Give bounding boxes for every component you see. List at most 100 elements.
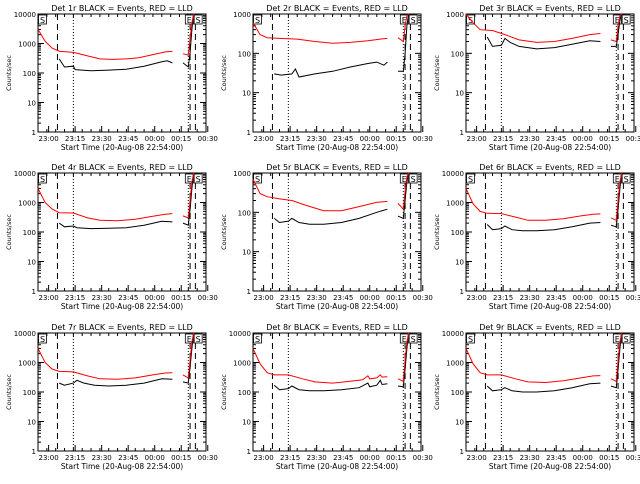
y-tick-label: 10000 xyxy=(442,330,464,338)
y-tick-label: 100 xyxy=(451,50,464,58)
marker-label: S xyxy=(624,335,629,344)
x-tick-label: 00:15 xyxy=(171,135,191,143)
x-axis-label: Start Time (20-Aug-08 22:54:00) xyxy=(276,143,398,152)
y-tick-label: 100 xyxy=(238,209,251,217)
x-axis-label: Start Time (20-Aug-08 22:54:00) xyxy=(489,143,611,152)
y-tick-label: 1 xyxy=(32,448,36,456)
marker-label: S xyxy=(40,335,45,344)
y-axis-label: Counts/sec xyxy=(433,374,441,410)
x-tick-label: 00:15 xyxy=(599,454,619,462)
y-tick-label: 1000 xyxy=(233,11,251,19)
events-series-line xyxy=(610,172,623,228)
lld-series-line xyxy=(610,332,623,383)
x-tick-label: 00:00 xyxy=(360,135,380,143)
x-tick-label: 23:30 xyxy=(307,454,327,462)
x-axis-label: Start Time (20-Aug-08 22:54:00) xyxy=(489,302,611,311)
lld-series-line xyxy=(465,348,601,384)
lld-series-line xyxy=(465,188,601,221)
events-series-line xyxy=(273,379,388,392)
y-axis-label: Counts/sec xyxy=(5,55,13,91)
chart-title: Det 9r BLACK = Events, RED = LLD xyxy=(479,323,621,332)
x-tick-label: 23:00 xyxy=(467,135,487,143)
x-axis-label: Start Time (20-Aug-08 22:54:00) xyxy=(489,462,611,471)
y-tick-label: 10000 xyxy=(14,330,36,338)
y-tick-label: 10 xyxy=(455,419,464,427)
y-tick-label: 10000 xyxy=(14,11,36,19)
lld-series-line xyxy=(397,172,410,211)
chart-panel: Det 4r BLACK = Events, RED = LLD 1 10 100 10… xyxy=(5,163,218,311)
x-tick-label: 00:15 xyxy=(171,294,191,302)
x-tick-label: 23:45 xyxy=(333,135,353,143)
marker-box xyxy=(612,14,622,25)
lld-series-line xyxy=(182,172,195,219)
x-axis-label: Start Time (20-Aug-08 22:54:00) xyxy=(61,143,183,152)
chart-panel: Det 2r BLACK = Events, RED = LLD 1 10 100 10… xyxy=(220,4,433,152)
chart-title: Det 6r BLACK = Events, RED = LLD xyxy=(479,163,621,172)
plot-frame xyxy=(465,13,635,133)
marker-label: E xyxy=(615,335,620,344)
y-tick-label: 1000 xyxy=(233,170,251,178)
marker-label: S xyxy=(468,175,473,184)
plot-frame xyxy=(37,13,207,133)
marker-label: E xyxy=(615,16,620,25)
plot-frame xyxy=(252,13,422,133)
chart-title: Det 7r BLACK = Events, RED = LLD xyxy=(51,323,193,332)
x-tick-label: 00:15 xyxy=(386,454,406,462)
x-axis-label: Start Time (20-Aug-08 22:54:00) xyxy=(61,462,183,471)
lld-series-line xyxy=(397,332,410,383)
x-tick-label: 23:15 xyxy=(280,454,300,462)
x-tick-label: 00:00 xyxy=(145,454,165,462)
y-axis-label: Counts/sec xyxy=(433,55,441,91)
marker-box xyxy=(38,173,47,184)
x-tick-label: 23:45 xyxy=(118,135,138,143)
x-axis-label: Start Time (20-Aug-08 22:54:00) xyxy=(61,302,183,311)
x-tick-label: 23:15 xyxy=(493,454,513,462)
y-tick-label: 10 xyxy=(455,90,464,98)
events-series-line xyxy=(611,13,623,47)
x-tick-label: 00:15 xyxy=(171,454,191,462)
x-tick-label: 00:30 xyxy=(626,294,640,302)
x-axis-label: Start Time (20-Aug-08 22:54:00) xyxy=(276,302,398,311)
x-tick-label: 00:15 xyxy=(599,135,619,143)
x-tick-label: 23:45 xyxy=(333,294,353,302)
x-tick-label: 00:00 xyxy=(145,135,165,143)
events-series-line xyxy=(274,61,388,78)
marker-box xyxy=(621,333,631,344)
lld-series-line xyxy=(252,22,388,44)
y-tick-label: 1 xyxy=(247,448,251,456)
events-series-line xyxy=(486,382,601,393)
lld-series-line xyxy=(37,29,173,60)
x-tick-label: 00:30 xyxy=(626,135,640,143)
events-series-line xyxy=(182,172,195,226)
lld-series-line xyxy=(610,13,622,43)
y-tick-label: 100 xyxy=(23,389,36,397)
y-tick-label: 100 xyxy=(451,229,464,237)
x-tick-label: 00:15 xyxy=(599,294,619,302)
events-series-line xyxy=(182,332,195,384)
events-series-line xyxy=(397,172,410,220)
x-tick-label: 00:00 xyxy=(145,294,165,302)
y-tick-label: 10 xyxy=(27,100,36,108)
plot-frame xyxy=(252,332,422,452)
marker-box xyxy=(399,14,409,25)
y-axis-label: Counts/sec xyxy=(220,214,228,250)
marker-label: E xyxy=(187,16,192,25)
events-series-line xyxy=(610,332,623,389)
x-tick-label: 23:00 xyxy=(39,135,59,143)
marker-label: S xyxy=(624,175,629,184)
x-tick-label: 23:00 xyxy=(254,294,274,302)
chart-title: Det 5r BLACK = Events, RED = LLD xyxy=(266,163,408,172)
marker-box xyxy=(408,14,418,25)
x-tick-label: 23:45 xyxy=(333,454,353,462)
y-axis-label: Counts/sec xyxy=(220,55,228,91)
plot-frame xyxy=(465,332,635,452)
x-tick-label: 23:15 xyxy=(65,294,85,302)
chart-panel: Det 7r BLACK = Events, RED = LLD 1 10 100 10… xyxy=(5,323,218,471)
x-tick-label: 23:15 xyxy=(65,454,85,462)
events-series-line xyxy=(486,222,601,232)
marker-box xyxy=(399,173,409,184)
y-tick-label: 1 xyxy=(247,129,251,137)
x-tick-label: 00:30 xyxy=(198,454,218,462)
plot-frame xyxy=(37,332,207,452)
x-tick-label: 23:45 xyxy=(118,294,138,302)
